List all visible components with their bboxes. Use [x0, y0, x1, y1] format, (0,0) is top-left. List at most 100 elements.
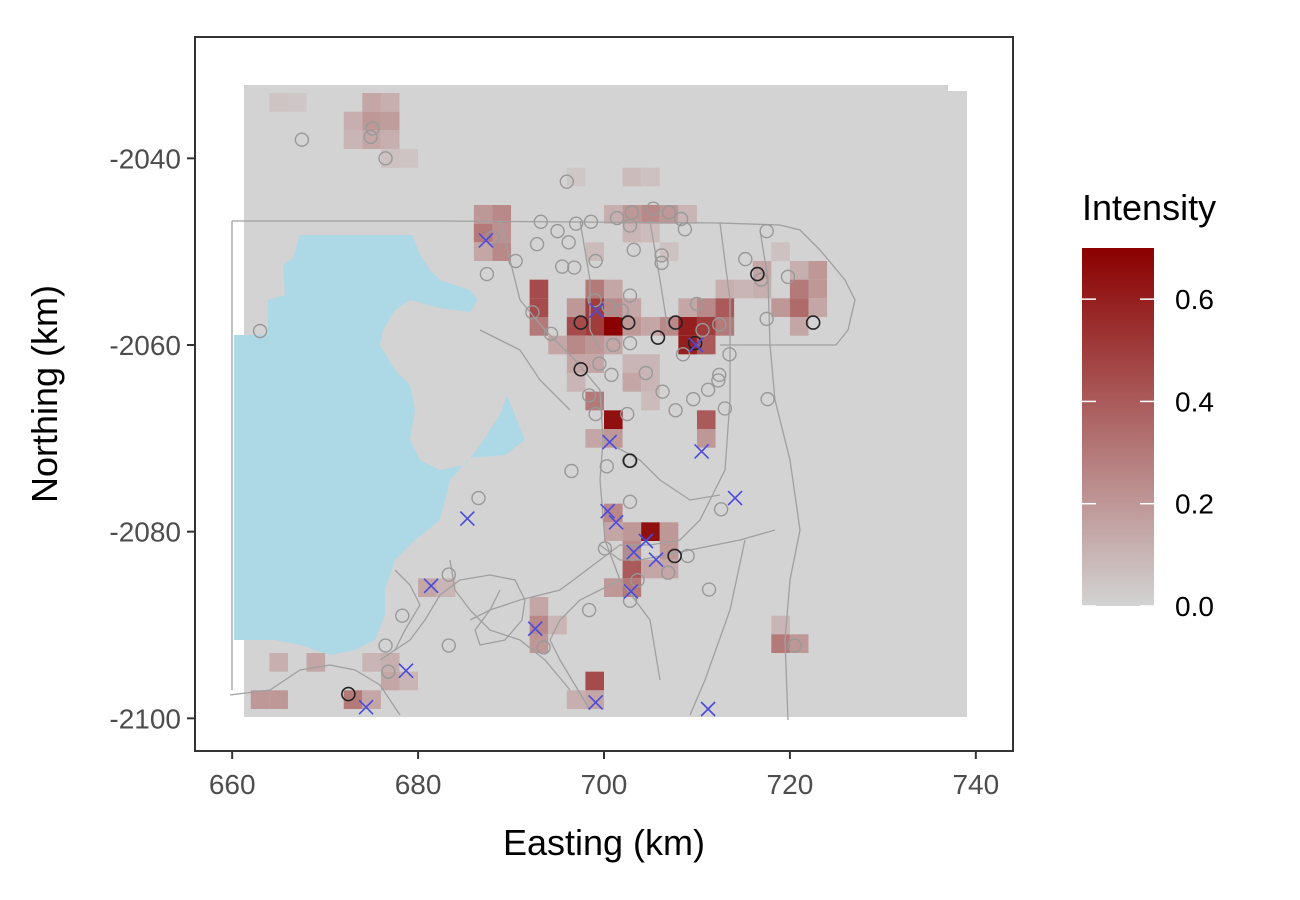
cross-marker — [623, 583, 639, 599]
open-circle-marker — [646, 201, 661, 216]
intensity-cell — [696, 410, 716, 429]
intensity-cell — [622, 223, 642, 243]
intensity-cell — [622, 373, 642, 392]
y-tick-label: -2060 — [109, 330, 181, 361]
open-circle-marker — [713, 502, 729, 517]
intensity-cell — [585, 354, 604, 373]
dark-circle-marker — [805, 315, 821, 330]
intensity-cell — [380, 130, 400, 149]
open-circle-marker — [626, 242, 641, 258]
intensity-cell — [585, 429, 604, 448]
open-circle-marker — [654, 248, 669, 263]
intensity-cell — [604, 279, 623, 299]
intensity-cell — [734, 279, 753, 299]
intensity-cell — [622, 578, 642, 597]
intensity-cell — [622, 167, 642, 187]
intensity-cell — [529, 298, 549, 317]
intensity-cell — [641, 373, 660, 392]
open-circle-marker — [550, 223, 565, 239]
intensity-cell — [659, 559, 679, 579]
intensity-cell — [566, 335, 586, 355]
open-circle-marker — [689, 296, 705, 312]
y-axis-ticks: -2100 -2080 -2060 -2040 — [109, 143, 195, 734]
open-circle-marker — [567, 260, 582, 275]
legend-title: Intensity — [1082, 187, 1216, 228]
intensity-cell — [269, 93, 288, 112]
open-circle-marker — [533, 214, 548, 230]
open-circle-marker — [485, 230, 500, 245]
y-tick-label: -2100 — [109, 703, 181, 734]
legend-tick-label: 0.4 — [1175, 386, 1214, 417]
open-circle-marker — [599, 459, 614, 474]
intensity-cell — [789, 279, 809, 299]
intensity-cell — [529, 317, 549, 336]
intensity-cell — [604, 205, 623, 224]
open-circle-marker — [700, 382, 716, 397]
open-circle-marker — [673, 211, 689, 227]
intensity-cell — [436, 578, 456, 597]
intensity-cell — [343, 130, 363, 149]
intensity-cell — [789, 298, 809, 317]
x-tick-label: 700 — [581, 769, 628, 800]
y-axis-title: Northing (km) — [24, 285, 65, 503]
legend: Intensity 0.0 0.2 0.4 0.6 — [1082, 187, 1216, 622]
intensity-cell — [399, 149, 419, 168]
intensity-cell — [585, 317, 604, 336]
intensity-cell — [585, 279, 604, 299]
open-circle-marker — [381, 664, 396, 679]
dark-circle-marker — [750, 266, 765, 282]
intensity-cell — [269, 690, 288, 709]
open-circle-marker — [508, 253, 523, 269]
open-circle-marker — [717, 401, 733, 416]
intensity-cell — [343, 111, 363, 131]
intensity-cell — [808, 261, 828, 280]
dark-circle-marker — [668, 315, 683, 330]
cross-marker — [358, 699, 374, 715]
intensity-cell — [548, 335, 567, 355]
legend-colorbar — [1082, 248, 1154, 606]
open-circle-marker — [581, 388, 597, 403]
open-circle-marker — [760, 391, 775, 407]
intensity-cell — [566, 298, 586, 317]
intensity-cell — [604, 298, 623, 317]
legend-tick-label: 0.6 — [1175, 284, 1214, 315]
open-circle-marker — [592, 356, 607, 371]
intensity-cell — [622, 522, 642, 541]
intensity-cell — [789, 261, 809, 280]
intensity-cell — [492, 223, 512, 243]
cross-marker — [588, 694, 604, 711]
intensity-cell — [771, 298, 790, 317]
intensity-cell — [659, 317, 679, 336]
intensity-cell — [585, 690, 604, 709]
intensity-cell — [678, 205, 697, 224]
open-circle-marker — [701, 582, 717, 597]
cross-marker — [478, 232, 494, 249]
dark-circle-marker — [573, 315, 589, 330]
cross-markers — [358, 232, 743, 717]
cross-marker — [398, 663, 414, 679]
open-circle-marker — [654, 255, 669, 271]
intensity-cell — [604, 578, 623, 597]
intensity-cell — [622, 317, 642, 336]
intensity-cell — [641, 559, 660, 579]
open-circle-marker — [738, 251, 753, 267]
cross-marker — [527, 621, 543, 637]
open-circle-marker — [597, 541, 613, 556]
open-circle-marker — [660, 565, 676, 580]
open-circle-marker — [588, 253, 603, 269]
open-circle-marker — [614, 303, 629, 318]
open-circle-marker — [601, 299, 616, 314]
x-tick-label: 680 — [395, 769, 442, 800]
cross-marker — [700, 701, 716, 717]
intensity-cell — [380, 671, 400, 691]
intensity-cell — [678, 317, 697, 336]
cross-marker — [423, 578, 439, 594]
intensity-cell — [696, 317, 716, 336]
open-circle-marker — [668, 403, 683, 418]
open-circle-marker — [759, 223, 774, 239]
open-circle-marker — [561, 235, 576, 250]
intensity-cell — [362, 93, 381, 112]
dark-circle-marker — [573, 361, 589, 377]
intensity-cell — [492, 205, 512, 224]
open-circle-marker — [722, 347, 737, 362]
